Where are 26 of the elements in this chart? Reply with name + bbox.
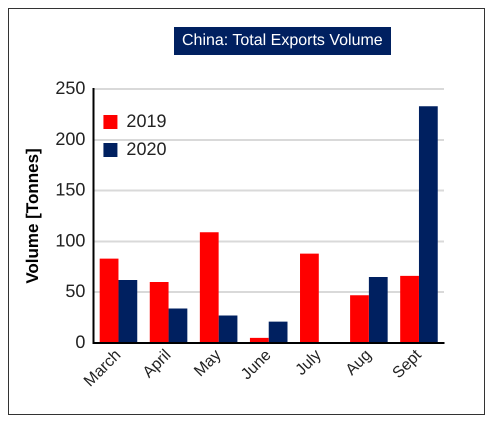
bar	[200, 232, 219, 342]
y-tick-label: 250	[55, 78, 86, 98]
y-tick-label: 50	[65, 281, 86, 302]
x-tick-label: Aug	[342, 346, 375, 379]
bar	[118, 280, 138, 342]
bar	[218, 316, 238, 342]
y-tick-label: 200	[55, 128, 86, 149]
bar	[268, 322, 288, 342]
bar	[418, 106, 438, 342]
bar	[168, 308, 188, 342]
legend-label: 2020	[126, 138, 166, 159]
chart-title: China: Total Exports Volume	[174, 27, 391, 55]
bar	[100, 258, 118, 342]
legend-label: 2019	[126, 110, 166, 131]
y-axis-title: Volume [Tonnes]	[22, 148, 42, 284]
x-tick-label: May	[191, 346, 225, 380]
bar	[300, 254, 319, 342]
bar	[368, 276, 388, 342]
y-tick-label: 100	[55, 230, 86, 250]
bar	[250, 338, 269, 342]
x-tick-label: July	[292, 346, 325, 379]
bar	[400, 276, 419, 342]
bar	[150, 282, 169, 342]
y-tick-label: 150	[55, 180, 86, 200]
y-tick-label: 0	[75, 332, 86, 352]
bar	[350, 295, 369, 342]
